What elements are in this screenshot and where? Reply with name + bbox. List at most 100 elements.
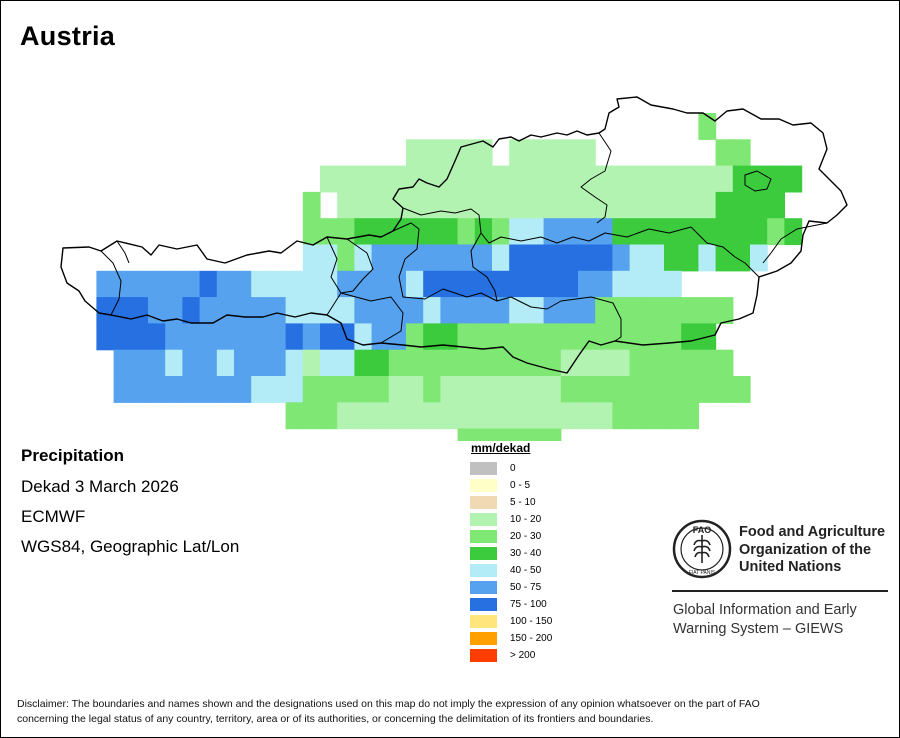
grid-cell	[595, 218, 613, 246]
grid-cell	[423, 376, 441, 403]
grid-cell	[492, 428, 510, 441]
grid-cell	[302, 349, 321, 377]
legend-swatch	[470, 462, 497, 475]
grid-cell	[578, 323, 596, 351]
grid-cell	[96, 323, 115, 351]
disclaimer: Disclaimer: The boundaries and names sho…	[17, 697, 887, 727]
grid-cell	[457, 349, 476, 377]
precipitation-grid	[96, 113, 803, 441]
grid-cell	[474, 139, 493, 167]
grid-cell	[560, 244, 579, 272]
grid-cell	[268, 297, 287, 324]
grid-cell	[681, 191, 699, 219]
grid-cell	[732, 165, 751, 193]
grid-cell	[320, 165, 338, 193]
grid-cell	[509, 402, 527, 430]
grid-cell	[767, 191, 785, 219]
grid-cell	[646, 376, 665, 403]
grid-cell	[629, 297, 648, 324]
grid-cell	[492, 270, 510, 298]
grid-cell	[302, 218, 321, 246]
legend-item: 40 - 50	[470, 562, 552, 579]
grid-cell	[560, 218, 579, 246]
legend-label: 75 - 100	[510, 599, 547, 610]
giews-line1: Global Information and Early	[673, 602, 857, 618]
grid-cell	[767, 218, 785, 246]
grid-cell	[182, 349, 201, 377]
grid-cell	[578, 191, 596, 219]
grid-cell	[457, 376, 476, 403]
grid-cell	[251, 323, 269, 351]
legend-item: 150 - 200	[470, 630, 552, 647]
grid-cell	[646, 244, 665, 272]
grid-cell	[113, 376, 132, 403]
grid-cell	[457, 191, 476, 219]
grid-cell	[629, 165, 648, 193]
grid-cell	[664, 297, 682, 324]
grid-cell	[199, 297, 218, 324]
grid-cell	[440, 402, 459, 430]
grid-cell	[612, 297, 631, 324]
grid-cell	[320, 323, 338, 351]
grid-cell	[578, 270, 596, 298]
grid-cell	[113, 323, 132, 351]
grid-cell	[732, 376, 751, 403]
grid-cell	[612, 218, 631, 246]
grid-cell	[354, 191, 373, 219]
legend-item: 50 - 75	[470, 579, 552, 596]
fao-logo-icon: FAO FIAT PANIS	[672, 519, 732, 579]
grid-cell	[354, 349, 373, 377]
salzburg-inner-line	[470, 232, 498, 302]
grid-cell	[509, 270, 527, 298]
grid-cell	[440, 139, 459, 167]
grid-cell	[354, 270, 373, 298]
grid-cell	[337, 165, 355, 193]
grid-cell	[595, 323, 613, 351]
grid-cell	[750, 218, 768, 246]
grid-cell	[457, 218, 476, 246]
grid-cell	[560, 402, 579, 430]
grid-cell	[371, 218, 390, 246]
grid-cell	[698, 191, 717, 219]
grid-cell	[664, 165, 682, 193]
grid-cell	[354, 323, 373, 351]
grid-cell	[543, 139, 562, 167]
grid-cell	[337, 270, 355, 298]
grid-cell	[302, 376, 321, 403]
grid-cell	[302, 323, 321, 351]
grid-cell	[113, 270, 132, 298]
upper-lower-austria-line	[580, 132, 612, 224]
grid-cell	[526, 297, 545, 324]
grid-cell	[406, 244, 424, 272]
grid-cell	[715, 297, 734, 324]
grid-cell	[251, 297, 269, 324]
grid-cell	[388, 191, 407, 219]
grid-cell	[474, 376, 493, 403]
legend-item: 10 - 20	[470, 511, 552, 528]
grid-cell	[302, 402, 321, 430]
grid-cell	[612, 244, 631, 272]
austria-precipitation-map	[60, 96, 848, 441]
grid-cell	[268, 270, 287, 298]
grid-cell	[509, 376, 527, 403]
grid-cell	[130, 376, 149, 403]
grid-cell	[681, 297, 699, 324]
grid-cell	[440, 349, 459, 377]
grid-cell	[251, 270, 269, 298]
grid-cell	[406, 376, 424, 403]
grid-cell	[492, 402, 510, 430]
grid-cell	[629, 244, 648, 272]
grid-cell	[526, 323, 545, 351]
grid-cell	[646, 270, 665, 298]
legend-title: mm/dekad	[471, 441, 531, 455]
grid-cell	[337, 349, 355, 377]
grid-cell	[560, 323, 579, 351]
grid-cell	[354, 402, 373, 430]
grid-cell	[543, 323, 562, 351]
grid-cell	[612, 165, 631, 193]
grid-cell	[595, 244, 613, 272]
grid-cell	[646, 218, 665, 246]
grid-cell	[612, 191, 631, 219]
east-tirol-line	[340, 292, 404, 344]
